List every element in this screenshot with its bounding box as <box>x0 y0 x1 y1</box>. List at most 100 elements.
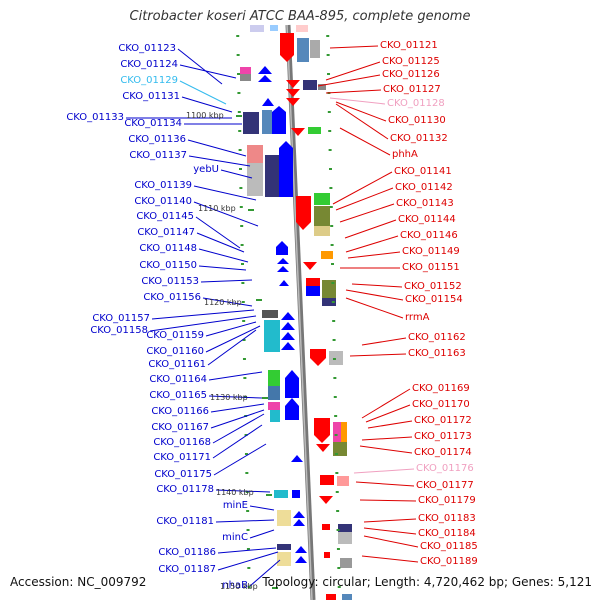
gene-label-left[interactable]: CKO_01147 <box>137 227 195 238</box>
gene-label-right[interactable]: CKO_01125 <box>382 56 440 67</box>
gene-label-right[interactable]: CKO_01126 <box>382 69 440 80</box>
feature-block <box>306 286 320 296</box>
gene-label-right[interactable]: CKO_01152 <box>404 281 462 292</box>
gene-label-right[interactable]: CKO_01163 <box>408 348 466 359</box>
gene-label-left[interactable]: CKO_01145 <box>136 211 194 222</box>
gene-label-right[interactable]: CKO_01174 <box>414 447 472 458</box>
leader-line <box>335 101 387 122</box>
gene-label-right[interactable]: CKO_01185 <box>420 541 478 552</box>
feature-block <box>268 402 280 410</box>
feature-block <box>320 475 334 485</box>
gene-label-left[interactable]: CKO_01140 <box>134 196 192 207</box>
gene-label-left[interactable]: CKO_01160 <box>146 346 204 357</box>
gene-label-right[interactable]: CKO_01183 <box>418 513 476 524</box>
gene-label-right[interactable]: CKO_01144 <box>398 214 456 225</box>
leader-line <box>249 529 275 539</box>
gene-label-left[interactable]: CKO_01137 <box>129 150 187 161</box>
gene-label-left[interactable]: CKO_01159 <box>146 330 204 341</box>
gene-label-left[interactable]: CKO_01166 <box>151 406 209 417</box>
gene-label-right[interactable]: CKO_01154 <box>405 294 463 305</box>
kbp-marker-label: 1130 kbp <box>210 393 248 402</box>
gene-label-left[interactable]: CKO_01181 <box>156 516 214 527</box>
leader-line <box>200 279 253 283</box>
feature-block <box>322 524 330 530</box>
leader-line <box>149 315 257 332</box>
leader-line <box>205 325 261 353</box>
feature-block <box>340 558 352 568</box>
feature-block <box>333 422 341 442</box>
gene-label-right[interactable]: CKO_01127 <box>383 84 441 95</box>
gene-label-left[interactable]: CKO_01186 <box>158 547 216 558</box>
gene-label-left[interactable]: yebU <box>193 164 219 175</box>
gene-label-right[interactable]: CKO_01121 <box>380 40 438 51</box>
feature-block <box>250 25 264 32</box>
gene-label-right[interactable]: CKO_01179 <box>418 495 476 506</box>
gene-label-left[interactable]: CKO_01148 <box>139 243 197 254</box>
feature-block <box>243 112 259 134</box>
gene-label-right[interactable]: CKO_01149 <box>402 246 460 257</box>
gene-label-right[interactable]: CKO_01128 <box>387 98 445 109</box>
gene-label-left[interactable]: CKO_01156 <box>143 292 201 303</box>
gene-label-left[interactable]: CKO_01165 <box>149 390 207 401</box>
gene-label-left[interactable]: CKO_01171 <box>153 452 211 463</box>
gene-label-right[interactable]: CKO_01141 <box>394 166 452 177</box>
leader-line <box>359 499 417 502</box>
gene-label-right[interactable]: CKO_01143 <box>396 198 454 209</box>
reverse-gene-arrow <box>310 349 326 366</box>
gene-label-left[interactable]: CKO_01134 <box>124 118 182 129</box>
gene-label-right[interactable]: rrmA <box>405 312 430 323</box>
gene-label-left[interactable]: nhaB <box>222 580 248 591</box>
gene-label-right[interactable]: CKO_01176 <box>416 463 474 474</box>
forward-gene-arrow <box>277 266 289 272</box>
leader-line <box>210 403 265 413</box>
gene-label-right[interactable]: CKO_01184 <box>418 528 476 539</box>
gene-label-right[interactable]: CKO_01170 <box>412 399 470 410</box>
gene-label-left[interactable]: CKO_01158 <box>90 325 148 336</box>
leader-line <box>332 171 393 205</box>
gene-label-left[interactable]: CKO_01129 <box>120 75 178 86</box>
leader-line <box>212 424 263 459</box>
gene-label-left[interactable]: CKO_01131 <box>122 91 180 102</box>
gene-label-left[interactable]: minE <box>222 500 248 511</box>
gene-label-right[interactable]: CKO_01177 <box>416 480 474 491</box>
gene-label-left[interactable]: CKO_01124 <box>120 59 178 70</box>
leader-line <box>317 74 381 87</box>
gene-label-right[interactable]: CKO_01130 <box>388 115 446 126</box>
gene-label-right[interactable]: CKO_01173 <box>414 431 472 442</box>
gene-label-left[interactable]: CKO_01161 <box>148 359 206 370</box>
feature-block <box>333 442 347 456</box>
gene-label-left[interactable]: CKO_01133 <box>66 112 124 123</box>
gene-label-left[interactable]: CKO_01157 <box>92 313 150 324</box>
gene-label-left[interactable]: CKO_01136 <box>128 134 186 145</box>
gene-label-right[interactable]: CKO_01172 <box>414 415 472 426</box>
gene-label-right[interactable]: phhA <box>392 149 418 160</box>
gene-label-left[interactable]: minC <box>222 532 248 543</box>
gene-label-right[interactable]: CKO_01151 <box>402 262 460 273</box>
feature-block <box>341 422 347 442</box>
gene-label-left[interactable]: CKO_01178 <box>156 484 214 495</box>
gene-label-left[interactable]: CKO_01168 <box>153 437 211 448</box>
gene-label-right[interactable]: CKO_01189 <box>420 556 478 567</box>
forward-gene-arrow <box>291 455 303 462</box>
gene-label-left[interactable]: CKO_01175 <box>154 469 212 480</box>
reverse-gene-arrow <box>296 196 311 230</box>
gene-label-left[interactable]: CKO_01150 <box>139 260 197 271</box>
leader-line <box>217 547 277 554</box>
gene-label-left[interactable]: CKO_01164 <box>149 374 207 385</box>
leader-line <box>249 505 275 511</box>
gene-label-left[interactable]: CKO_01153 <box>141 276 199 287</box>
gene-label-left[interactable]: CKO_01167 <box>151 422 209 433</box>
gene-label-right[interactable]: CKO_01142 <box>395 182 453 193</box>
leader-line <box>363 527 417 535</box>
gene-label-right[interactable]: CKO_01169 <box>412 383 470 394</box>
gene-label-right[interactable]: CKO_01146 <box>400 230 458 241</box>
feature-block <box>337 476 349 486</box>
gene-label-left[interactable]: CKO_01123 <box>118 43 176 54</box>
gene-label-right[interactable]: CKO_01132 <box>390 133 448 144</box>
gene-label-left[interactable]: CKO_01139 <box>134 180 192 191</box>
gene-label-left[interactable]: CKO_01187 <box>158 564 216 575</box>
gene-label-right[interactable]: CKO_01162 <box>408 332 466 343</box>
topology-text: Topology: circular; Length: 4,720,462 bp… <box>262 575 592 589</box>
leader-line <box>179 80 227 105</box>
leader-line <box>198 248 249 263</box>
